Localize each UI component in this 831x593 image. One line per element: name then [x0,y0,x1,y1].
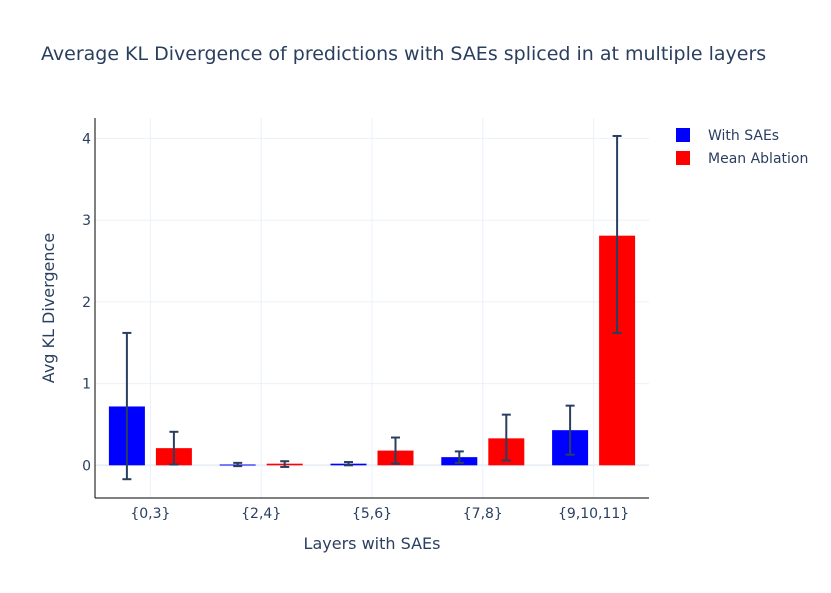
axes-layer [94,118,649,499]
chart-title: Average KL Divergence of predictions wit… [41,43,766,65]
y-axis-label: Avg KL Divergence [39,233,58,383]
x-tick-label: {5,6} [352,506,392,522]
x-axis-label: Layers with SAEs [304,534,441,553]
y-tick-label: 4 [82,131,91,147]
legend-label[interactable]: With SAEs [708,128,779,144]
tick-labels: 0 1 2 3 4 {0,3} {2,4} {5,6} {7,8} {9,10,11} [82,131,629,522]
y-tick-label: 1 [82,377,91,393]
x-tick-label: {7,8} [463,506,503,522]
y-tick-label: 2 [82,295,91,311]
legend[interactable]: With SAEs Mean Ablation [676,128,808,167]
x-tick-label: {9,10,11} [558,506,629,522]
x-tick-label: {2,4} [241,506,281,522]
x-tick-label: {0,3} [130,506,170,522]
legend-label[interactable]: Mean Ablation [708,151,808,167]
error-bars-layer [122,134,622,481]
y-tick-label: 3 [82,213,91,229]
y-tick-label: 0 [82,458,91,474]
legend-swatch[interactable] [676,128,690,142]
legend-swatch[interactable] [676,151,690,165]
